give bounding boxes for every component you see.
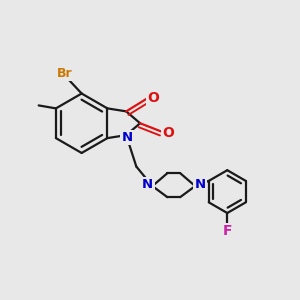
Text: Br: Br (57, 67, 72, 80)
Text: F: F (223, 224, 232, 239)
Text: O: O (163, 126, 175, 140)
Text: N: N (122, 131, 133, 144)
Text: N: N (194, 178, 206, 191)
Text: O: O (148, 91, 160, 105)
Text: N: N (142, 178, 153, 191)
